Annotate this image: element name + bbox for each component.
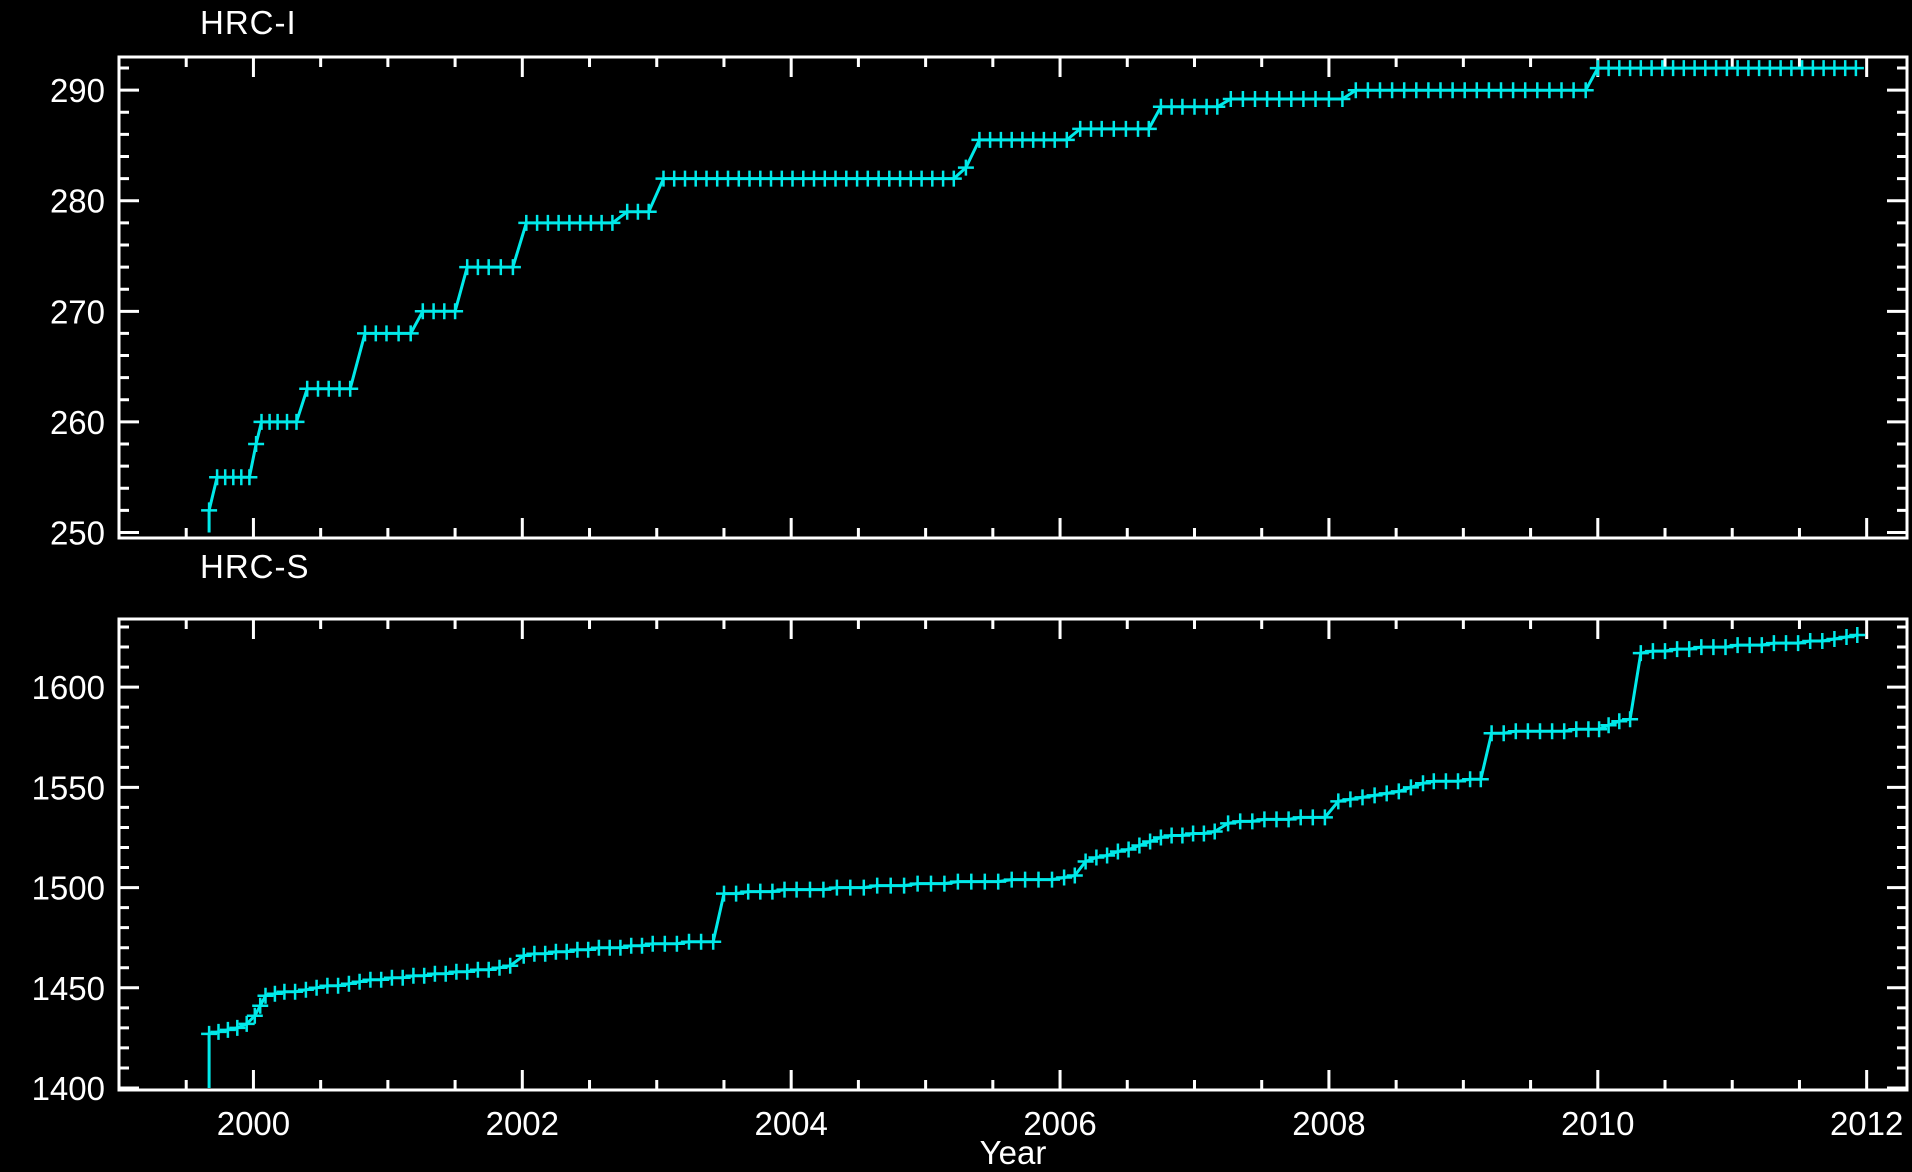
y-tick-label: 1500	[32, 870, 105, 907]
y-tick-label: 290	[50, 72, 105, 109]
y-tick-label: 1600	[32, 669, 105, 706]
x-tick-label: 2006	[1023, 1105, 1096, 1142]
axes-frame	[117, 55, 1909, 540]
x-tick-label: 2010	[1561, 1105, 1634, 1142]
axis-ticks	[117, 619, 1907, 1090]
y-tick-label: 1450	[32, 970, 105, 1007]
plot-title-hrc-s: HRC-S	[200, 548, 310, 585]
y-tick-label: 1400	[32, 1070, 105, 1107]
y-tick-label: 280	[50, 183, 105, 220]
data-series-markers	[201, 60, 1864, 519]
plot-title-hrc-i: HRC-I	[200, 4, 297, 41]
axis-ticks	[117, 57, 1907, 538]
x-tick-label: 2012	[1830, 1105, 1903, 1142]
x-tick-label: 2004	[754, 1105, 827, 1142]
data-series-markers	[201, 627, 1866, 1042]
data-series-line	[207, 633, 1858, 1088]
y-tick-label: 250	[50, 514, 105, 551]
x-tick-label: 2002	[486, 1105, 559, 1142]
plot-hrc-s: 1400 1450 1500 1550 1600 2000 2002 2004 2006 2008…	[32, 617, 1909, 1142]
x-axis-label: Year	[979, 1134, 1047, 1171]
y-tick-label: 1550	[32, 769, 105, 806]
plot-hrc-i: 250 260 270 280 290	[50, 55, 1909, 551]
x-tick-label: 2008	[1292, 1105, 1365, 1142]
x-tick-label: 2000	[217, 1105, 290, 1142]
y-tick-label: 270	[50, 293, 105, 330]
axes-frame	[117, 617, 1909, 1092]
y-tick-label: 260	[50, 404, 105, 441]
